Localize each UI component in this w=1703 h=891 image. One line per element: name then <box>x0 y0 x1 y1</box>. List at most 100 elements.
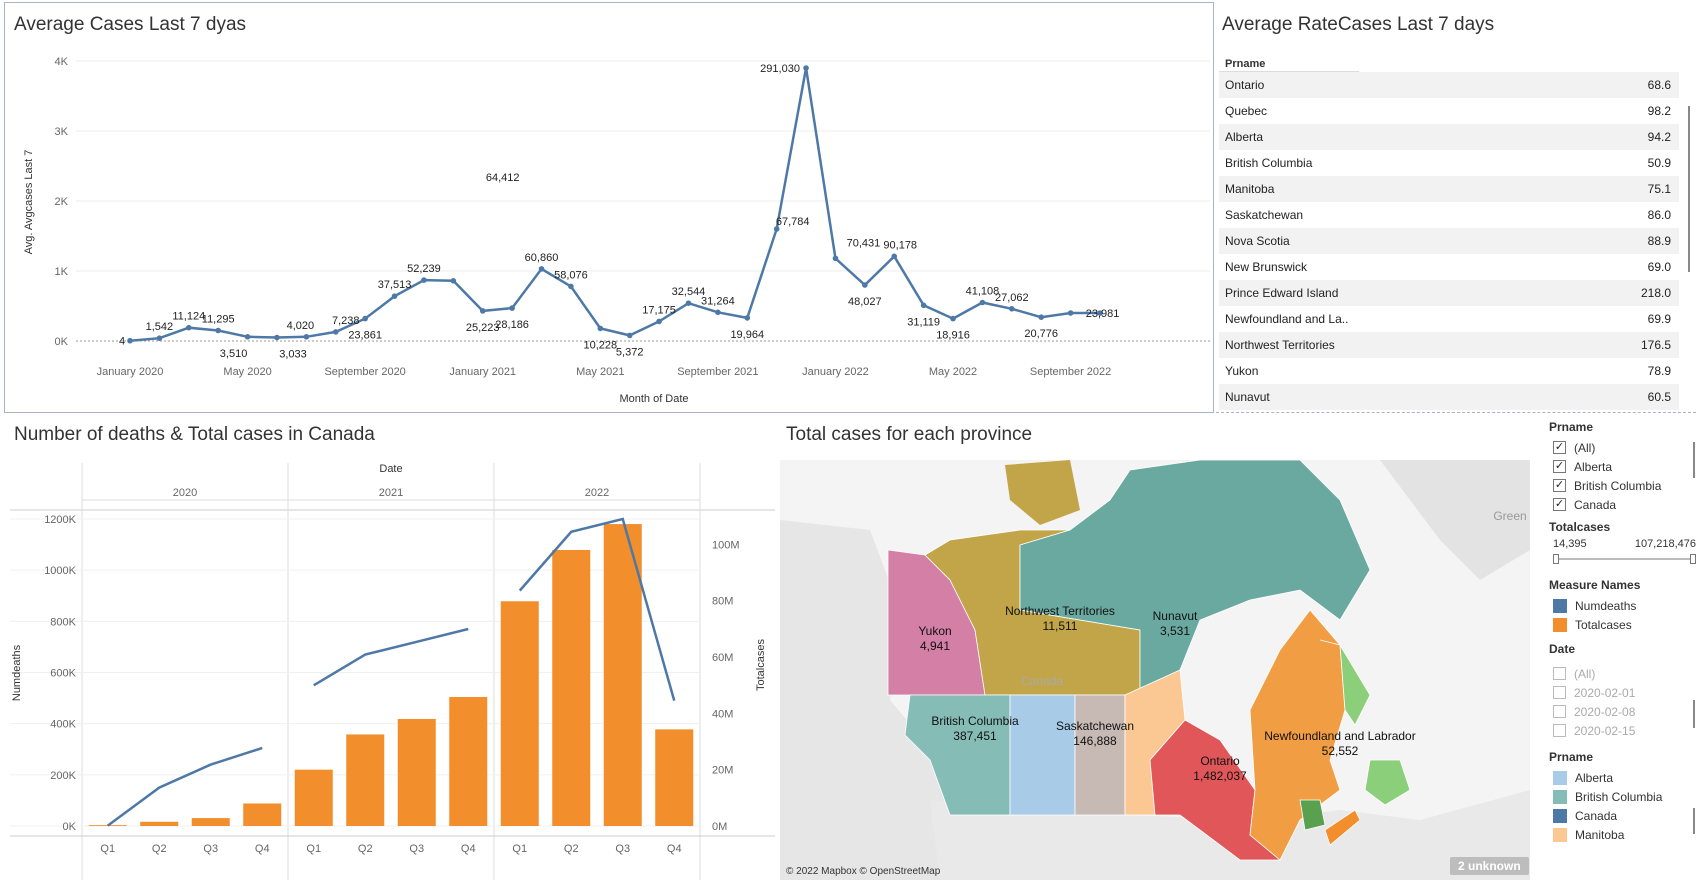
bar-totalcases[interactable] <box>397 718 436 826</box>
rate-table-row-new-brunswick[interactable]: New Brunswick 69.0 <box>1219 254 1679 280</box>
data-point[interactable] <box>362 315 368 322</box>
date-filter-scrollbar[interactable] <box>1693 700 1695 728</box>
data-point[interactable] <box>332 329 339 335</box>
data-point[interactable] <box>715 309 721 316</box>
rate-table-row-newfoundland-and-la[interactable]: Newfoundland and La.. 69.9 <box>1219 306 1679 332</box>
data-point[interactable] <box>568 283 574 290</box>
region-newfoundland-and-labrador[interactable] <box>1319 639 1411 806</box>
rate-table-row-ontario[interactable]: Ontario 68.6 <box>1219 72 1679 98</box>
rate-table-row-nova-scotia[interactable]: Nova Scotia 88.9 <box>1219 228 1679 254</box>
data-point[interactable] <box>950 315 956 322</box>
prname-color-canada[interactable]: Canada <box>1545 806 1700 825</box>
data-point[interactable] <box>832 255 839 262</box>
data-point[interactable] <box>274 334 280 341</box>
checkbox-unchecked-icon[interactable] <box>1553 686 1566 699</box>
data-point[interactable] <box>656 318 662 325</box>
rate-table-row-yukon[interactable]: Yukon 78.9 <box>1219 358 1679 384</box>
line-numdeaths[interactable] <box>313 627 469 687</box>
checkbox-checked-icon[interactable]: ✓ <box>1553 479 1566 492</box>
rate-table-scrollbar[interactable] <box>1686 74 1692 404</box>
combo-chart[interactable]: Date 2020 2021 2022 0K 200K 400K 600K 800K 1000K 1… <box>0 455 780 891</box>
unknown-badge[interactable]: 2 unknown <box>1450 857 1529 875</box>
data-point[interactable] <box>891 253 898 260</box>
data-point[interactable] <box>215 327 221 334</box>
region-new-brunswick[interactable] <box>1299 799 1326 831</box>
series-line[interactable] <box>129 67 1100 342</box>
region-alberta[interactable] <box>1009 694 1076 816</box>
data-point[interactable] <box>803 65 809 71</box>
rate-table-row-saskatchewan[interactable]: Saskatchewan 86.0 <box>1219 202 1679 228</box>
date-filter-2020-02-08[interactable]: 2020-02-08 <box>1545 702 1700 721</box>
bar-totalcases[interactable] <box>140 821 179 826</box>
bar-totalcases[interactable] <box>243 803 282 826</box>
prname-filter-scrollbar[interactable] <box>1693 442 1695 478</box>
bar-totalcases[interactable] <box>191 818 230 826</box>
rate-table-row-prince-edward-island[interactable]: Prince Edward Island 218.0 <box>1219 280 1679 306</box>
data-point[interactable] <box>1067 310 1074 316</box>
region-saskatchewan[interactable] <box>1074 694 1126 816</box>
data-point[interactable] <box>626 332 633 339</box>
line-numdeaths[interactable] <box>518 517 676 701</box>
data-point[interactable] <box>391 293 398 300</box>
prname-filter-alberta[interactable]: ✓ Alberta <box>1545 457 1700 476</box>
data-point[interactable] <box>185 324 192 331</box>
measure-numdeaths[interactable]: Numdeaths <box>1545 596 1700 615</box>
prname-filter-canada[interactable]: ✓ Canada <box>1545 495 1700 514</box>
data-point[interactable] <box>1097 310 1103 316</box>
rate-table-row-northwest-territories[interactable]: Northwest Territories 176.5 <box>1219 332 1679 358</box>
checkbox-unchecked-icon[interactable] <box>1553 705 1566 718</box>
date-filter-2020-02-15[interactable]: 2020-02-15 <box>1545 721 1700 740</box>
line-chart[interactable]: 0K 1K 2K 3K 4K January 2020 May 2020 September … <box>4 2 1214 413</box>
checkbox-checked-icon[interactable]: ✓ <box>1553 460 1566 473</box>
data-point[interactable] <box>421 277 427 283</box>
data-point[interactable] <box>509 305 515 311</box>
prname-filter-all[interactable]: ✓ (All) <box>1545 438 1700 457</box>
data-point[interactable] <box>538 266 545 272</box>
prname-color-british-columbia[interactable]: British Columbia <box>1545 787 1700 806</box>
data-point[interactable] <box>744 315 751 321</box>
date-filter-all[interactable]: (All) <box>1545 664 1700 683</box>
data-point[interactable] <box>979 299 986 306</box>
data-point[interactable] <box>773 226 780 232</box>
region-nova-scotia[interactable] <box>1324 809 1361 846</box>
rate-table-row-british-columbia[interactable]: British Columbia 50.9 <box>1219 150 1679 176</box>
bar-totalcases[interactable] <box>552 549 591 826</box>
data-point[interactable] <box>1009 306 1015 312</box>
checkbox-checked-icon[interactable]: ✓ <box>1553 498 1566 511</box>
prname-color-manitoba[interactable]: Manitoba <box>1545 825 1700 844</box>
data-point[interactable] <box>450 278 457 284</box>
slider-handle-max[interactable] <box>1690 554 1696 564</box>
data-point[interactable] <box>685 300 692 307</box>
data-point[interactable] <box>1038 314 1045 321</box>
checkbox-checked-icon[interactable]: ✓ <box>1553 441 1566 454</box>
region-quebec[interactable] <box>1249 609 1346 861</box>
prname-legend-scrollbar[interactable] <box>1693 808 1695 834</box>
totalcases-slider[interactable] <box>1553 552 1696 566</box>
rate-table-row-manitoba[interactable]: Manitoba 75.1 <box>1219 176 1679 202</box>
prname-filter-british-columbia[interactable]: ✓ British Columbia <box>1545 476 1700 495</box>
rate-table-row-alberta[interactable]: Alberta 94.2 <box>1219 124 1679 150</box>
measure-totalcases[interactable]: Totalcases <box>1545 615 1700 634</box>
data-point[interactable] <box>862 282 868 288</box>
bar-totalcases[interactable] <box>346 734 385 826</box>
bar-totalcases[interactable] <box>603 524 642 826</box>
line-numdeaths[interactable] <box>107 746 263 827</box>
data-point[interactable] <box>156 335 163 342</box>
data-point[interactable] <box>597 325 604 332</box>
data-point[interactable] <box>920 302 927 309</box>
data-point[interactable] <box>303 334 310 340</box>
checkbox-unchecked-icon[interactable] <box>1553 667 1566 680</box>
checkbox-unchecked-icon[interactable] <box>1553 724 1566 737</box>
region-nunavut[interactable] <box>1019 460 1371 696</box>
data-point[interactable] <box>244 334 251 340</box>
bar-totalcases[interactable] <box>449 697 488 826</box>
bar-totalcases[interactable] <box>500 601 539 826</box>
date-filter-2020-02-01[interactable]: 2020-02-01 <box>1545 683 1700 702</box>
rate-table-row-quebec[interactable]: Quebec 98.2 <box>1219 98 1679 124</box>
prname-color-alberta[interactable]: Alberta <box>1545 768 1700 787</box>
data-point[interactable] <box>127 337 133 344</box>
slider-handle-min[interactable] <box>1553 554 1559 564</box>
data-point[interactable] <box>479 308 486 314</box>
bar-totalcases[interactable] <box>655 729 694 826</box>
bar-totalcases[interactable] <box>294 769 333 826</box>
